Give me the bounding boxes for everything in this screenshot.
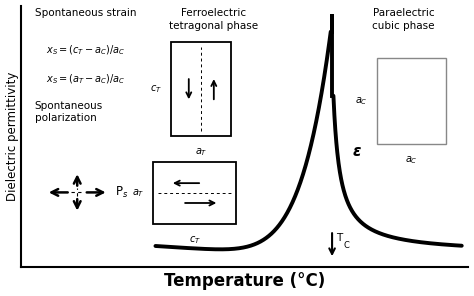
Text: $c_T$: $c_T$ bbox=[189, 234, 201, 246]
Text: T: T bbox=[336, 233, 342, 243]
Text: Ferroelectric
tetragonal phase: Ferroelectric tetragonal phase bbox=[169, 8, 258, 30]
Text: $x_S=(a_T-a_C)/a_C$: $x_S=(a_T-a_C)/a_C$ bbox=[46, 72, 126, 86]
Bar bbox=[377, 58, 446, 144]
Y-axis label: Dielectric permittivity: Dielectric permittivity bbox=[6, 72, 18, 201]
Text: $a_C$: $a_C$ bbox=[355, 95, 368, 107]
Text: C: C bbox=[343, 241, 349, 250]
Bar bbox=[171, 42, 231, 136]
Text: Spontaneous
polarization: Spontaneous polarization bbox=[35, 101, 103, 123]
Text: $x_S=(c_T-a_C)/a_C$: $x_S=(c_T-a_C)/a_C$ bbox=[46, 44, 125, 57]
Text: $a_T$: $a_T$ bbox=[195, 147, 208, 158]
Bar bbox=[153, 162, 236, 224]
Text: P$_s$: P$_s$ bbox=[115, 185, 128, 200]
Text: $c_T$: $c_T$ bbox=[150, 83, 162, 95]
Text: ε: ε bbox=[352, 144, 361, 160]
Text: $a_C$: $a_C$ bbox=[405, 155, 418, 166]
Text: Paraelectric
cubic phase: Paraelectric cubic phase bbox=[373, 8, 435, 30]
X-axis label: Temperature (°C): Temperature (°C) bbox=[164, 272, 326, 290]
Text: Spontaneous strain: Spontaneous strain bbox=[35, 8, 136, 18]
Text: $a_T$: $a_T$ bbox=[132, 187, 144, 199]
